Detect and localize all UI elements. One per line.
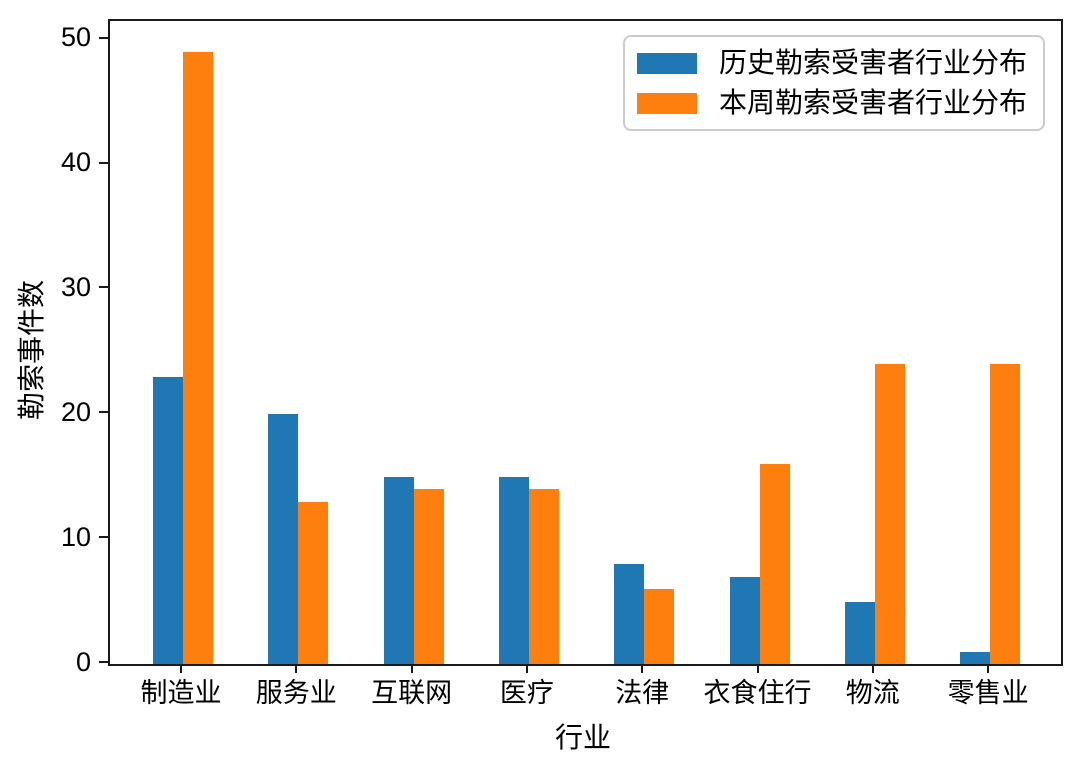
bar-thisweek-4 [528, 489, 559, 664]
x-tick-label-1: 制造业 [140, 678, 222, 708]
x-tick-label-7: 物流 [845, 678, 900, 708]
x-tick-label-6: 衣食住行 [703, 678, 812, 708]
bar-thisweek-5 [644, 589, 675, 664]
x-axis-label: 行业 [554, 722, 612, 753]
y-tick-mark-50 [99, 36, 108, 39]
y-tick-label-30: 30 [60, 271, 91, 302]
bar-historical-4 [498, 476, 529, 664]
bar-historical-1 [153, 376, 183, 664]
bar-thisweek-8 [990, 364, 1021, 664]
bar-thisweek-2 [298, 501, 329, 664]
legend-swatch-historical [636, 52, 697, 74]
bar-historical-8 [960, 651, 991, 664]
legend-swatch-thisweek [636, 92, 697, 114]
y-tick-mark-0 [99, 661, 108, 663]
x-tick-mark-7 [871, 664, 874, 673]
legend-label-historical: 历史勒索受害者行业分布 [718, 47, 1027, 78]
plot-area: 历史勒索受害者行业分布 本周勒索受害者行业分布 [108, 19, 1063, 666]
y-tick-mark-40 [99, 161, 108, 164]
legend-label-thisweek: 本周勒索受害者行业分布 [718, 87, 1027, 118]
bar-historical-5 [614, 564, 645, 664]
bar-thisweek-6 [759, 464, 790, 664]
y-tick-mark-30 [99, 286, 108, 289]
bar-thisweek-7 [874, 364, 905, 664]
bar-historical-6 [729, 576, 760, 664]
x-tick-label-3: 互联网 [371, 678, 453, 708]
y-tick-label-50: 50 [60, 22, 91, 53]
y-tick-label-40: 40 [60, 147, 91, 178]
legend-entry-thisweek: 本周勒索受害者行业分布 [636, 87, 1027, 119]
x-tick-label-2: 服务业 [255, 678, 337, 708]
y-tick-label-20: 20 [60, 396, 91, 427]
x-tick-mark-6 [756, 664, 759, 673]
x-tick-mark-8 [987, 664, 990, 673]
x-tick-label-5: 法律 [615, 678, 670, 708]
y-tick-label-10: 10 [60, 521, 91, 552]
y-tick-label-0: 0 [75, 646, 91, 677]
x-tick-mark-5 [641, 664, 644, 673]
x-tick-mark-3 [410, 664, 413, 673]
legend: 历史勒索受害者行业分布 本周勒索受害者行业分布 [622, 35, 1045, 131]
y-tick-mark-10 [99, 536, 108, 539]
bar-historical-2 [268, 414, 299, 664]
bar-historical-3 [383, 476, 414, 664]
x-tick-mark-2 [295, 664, 298, 673]
x-tick-label-8: 零售业 [947, 678, 1029, 708]
legend-entry-historical: 历史勒索受害者行业分布 [636, 47, 1027, 79]
y-tick-mark-20 [99, 411, 108, 414]
y-axis-label: 勒索事件数 [16, 279, 47, 421]
x-tick-mark-4 [525, 664, 528, 673]
x-tick-mark-1 [180, 664, 182, 673]
bar-thisweek-1 [183, 52, 213, 664]
x-tick-label-4: 医疗 [499, 678, 554, 708]
bar-thisweek-3 [413, 489, 444, 664]
bar-historical-7 [844, 601, 875, 664]
